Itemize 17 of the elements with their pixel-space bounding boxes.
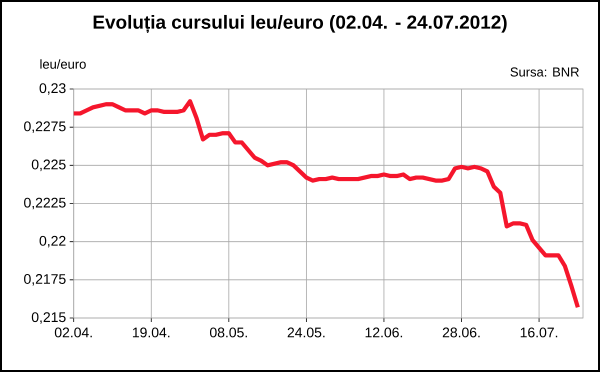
text: Sursa: BNR (510, 67, 579, 77)
x-tick-label: 24.05. (288, 328, 324, 338)
x-tick-label: 28.06. (442, 328, 480, 338)
y-axis-title: leu/euro (40, 59, 86, 69)
x-tick-label: 19.04. (132, 328, 170, 338)
x-tick-label: 02.04. (54, 328, 92, 338)
y-tick-label: 0,22 (40, 236, 66, 248)
y-tick-label: 0,2275 (24, 121, 66, 133)
y-tick-label: 0,225 (32, 160, 66, 172)
y-tick-label: 0,2175 (24, 274, 66, 286)
x-tick-label: 12.06. (366, 328, 402, 338)
chart-title: Evoluția cursului leu/euro (02.04. - 24.07.2012) (94, 14, 507, 34)
x-tick-label: 16.07. (520, 328, 558, 338)
y-tick-label: 0,23 (40, 83, 66, 95)
x-tick-label: 08.05. (210, 328, 247, 338)
y-tick-label: 0,2225 (24, 198, 66, 210)
y-tick-label: 0,215 (32, 312, 66, 324)
